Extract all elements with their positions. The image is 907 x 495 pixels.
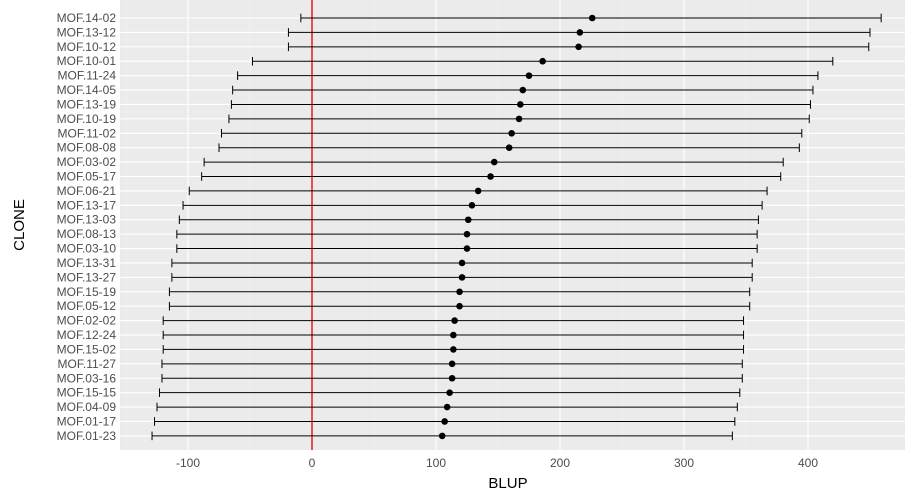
y-tick-label: MOF.13-03: [57, 213, 117, 227]
x-tick-label: 200: [550, 456, 570, 470]
y-tick-label: MOF.05-12: [57, 299, 117, 313]
blup-points: [438, 14, 596, 440]
blup-point: [490, 158, 498, 166]
blup-point: [487, 173, 494, 180]
blup-point: [451, 317, 458, 324]
x-tick-label: 100: [426, 456, 446, 470]
y-tick-label: MOF.13-27: [57, 270, 117, 284]
x-axis-title: BLUP: [488, 475, 527, 492]
y-tick-label: MOF.10-19: [57, 112, 117, 126]
y-tick-label: MOF.10-01: [57, 54, 117, 68]
y-tick-label: MOF.02-02: [57, 314, 117, 328]
x-tick-label: -100: [176, 456, 200, 470]
y-tick-label: MOF.13-12: [57, 25, 117, 39]
blup-point: [515, 115, 523, 123]
blup-point: [448, 360, 456, 368]
x-tick-label: 0: [309, 456, 316, 470]
blup-point: [450, 346, 457, 353]
blup-point: [468, 202, 476, 209]
y-tick-label: MOF.13-31: [57, 256, 117, 270]
blup-point: [505, 144, 513, 151]
blup-point: [448, 374, 456, 382]
blup-point: [474, 187, 482, 195]
y-tick-label: MOF.11-24: [58, 69, 117, 83]
y-tick-labels: MOF.14-02MOF.13-12MOF.10-12MOF.10-01MOF.…: [57, 11, 117, 443]
y-tick-label: MOF.13-19: [57, 97, 117, 111]
blup-point: [456, 302, 463, 310]
blup-point: [458, 259, 466, 267]
y-tick-label: MOF.11-27: [58, 357, 117, 371]
x-tick-label: 300: [674, 456, 694, 470]
y-tick-label: MOF.04-09: [57, 400, 117, 414]
y-tick-label: MOF.06-21: [57, 184, 117, 198]
y-tick-label: MOF.12-24: [57, 328, 117, 342]
y-tick-label: MOF.05-17: [57, 170, 117, 184]
y-tick-label: MOF.15-15: [57, 386, 117, 400]
blup-point: [576, 29, 584, 36]
y-tick-label: MOF.15-19: [57, 285, 117, 299]
blup-point: [441, 418, 448, 425]
blup-point: [443, 403, 451, 411]
blup-point: [525, 72, 533, 79]
y-tick-label: MOF.15-02: [57, 342, 117, 356]
blup-point: [519, 86, 527, 94]
panel-background: [120, 0, 905, 450]
y-tick-label: MOF.03-02: [57, 155, 117, 169]
y-tick-label: MOF.08-08: [57, 141, 117, 155]
y-tick-label: MOF.03-10: [57, 242, 117, 256]
x-tick-labels: -100 0 100 200 300 400: [176, 456, 818, 470]
blup-point: [588, 14, 596, 22]
y-tick-label: MOF.11-02: [58, 126, 117, 140]
blup-point: [458, 274, 466, 281]
y-tick-label: MOF.03-16: [57, 371, 117, 385]
y-tick-label: MOF.13-17: [57, 198, 117, 212]
x-tick-label: 400: [798, 456, 818, 470]
blup-point: [517, 101, 524, 108]
blup-point: [463, 245, 471, 252]
blup-point: [463, 230, 471, 238]
y-axis-title: CLONE: [11, 199, 28, 251]
blup-point: [575, 43, 582, 51]
y-tick-label: MOF.08-13: [57, 227, 117, 241]
blup-point: [438, 432, 446, 440]
blup-point: [450, 331, 457, 339]
y-tick-label: MOF.14-02: [57, 11, 117, 25]
y-tick-label: MOF.01-23: [57, 429, 117, 443]
y-tick-label: MOF.14-05: [57, 83, 117, 97]
blup-point: [446, 389, 453, 396]
y-tick-label: MOF.01-17: [57, 414, 117, 428]
blup-point: [456, 288, 463, 296]
blup-point: [508, 129, 515, 137]
blup-point: [539, 57, 546, 65]
blup-point: [464, 216, 472, 224]
y-tick-label: MOF.10-12: [57, 40, 117, 54]
